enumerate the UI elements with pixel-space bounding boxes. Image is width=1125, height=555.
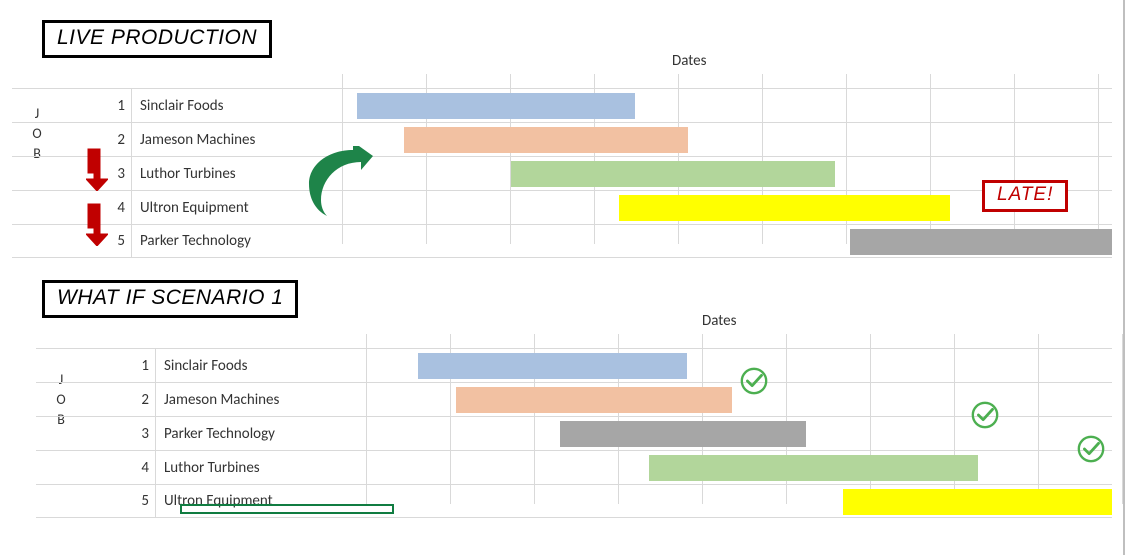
gantt-row: 3Parker Technology [36, 416, 1112, 450]
gantt-bar [404, 127, 689, 153]
axis-label-dates: Dates [672, 52, 706, 70]
section-live: LIVE PRODUCTION Dates J O B 1Sinclair Fo… [12, 20, 1112, 250]
late-badge: LATE! [982, 180, 1068, 212]
gantt-row: 2Jameson Machines [36, 382, 1112, 416]
green-curve-arrow-icon [307, 140, 373, 222]
row-number: 5 [104, 225, 132, 257]
chart-live: Dates J O B 1Sinclair Foods2Jameson Mach… [12, 52, 1112, 248]
cell-selection [180, 504, 394, 514]
bar-track [366, 485, 1112, 517]
gantt-bar [357, 93, 634, 119]
axis-label-dates: Dates [702, 312, 736, 330]
row-label: Sinclair Foods [156, 349, 366, 382]
red-down-arrow-icon [86, 202, 108, 246]
section-whatif: WHAT IF SCENARIO 1 Dates J O B 1Sinclair… [12, 280, 1112, 520]
gantt-row: 5Parker Technology [12, 224, 1112, 258]
gantt-row: 3Luthor Turbines [12, 156, 1112, 190]
gantt-bar [843, 489, 1112, 515]
gantt-row: 4Ultron Equipment [12, 190, 1112, 224]
bar-track [342, 225, 1112, 257]
row-number: 3 [104, 157, 132, 190]
gantt-bar [418, 353, 687, 379]
row-label: Parker Technology [156, 417, 366, 450]
bar-track [342, 123, 1112, 156]
row-label: Sinclair Foods [132, 89, 342, 122]
checkmark-icon [1076, 434, 1106, 464]
row-number: 4 [104, 191, 132, 224]
gantt-bar [456, 387, 732, 413]
checkmark-icon [739, 366, 769, 396]
gantt-bar [649, 455, 977, 481]
row-number: 5 [128, 485, 156, 517]
section-title-live: LIVE PRODUCTION [42, 20, 272, 58]
gantt-bar [511, 161, 834, 187]
gantt-row: 1Sinclair Foods [12, 88, 1112, 122]
gantt-bar [850, 229, 1112, 255]
row-number: 1 [128, 349, 156, 382]
gantt-row: 4Luthor Turbines [36, 450, 1112, 484]
gantt-row: 2Jameson Machines [12, 122, 1112, 156]
page: LIVE PRODUCTION Dates J O B 1Sinclair Fo… [12, 20, 1112, 540]
red-down-arrow-icon [86, 147, 108, 191]
row-number: 3 [128, 417, 156, 450]
gantt-row: 1Sinclair Foods [36, 348, 1112, 382]
row-number: 1 [104, 89, 132, 122]
chart-whatif: Dates J O B 1Sinclair Foods2Jameson Mach… [12, 312, 1112, 512]
gantt-rows-whatif: 1Sinclair Foods2Jameson Machines3Parker … [36, 348, 1112, 518]
row-label: Jameson Machines [156, 383, 366, 416]
section-title-whatif: WHAT IF SCENARIO 1 [42, 280, 298, 318]
bar-track [366, 417, 1112, 450]
checkmark-icon [970, 400, 1000, 430]
gantt-bar [619, 195, 950, 221]
row-number: 4 [128, 451, 156, 484]
row-number: 2 [104, 123, 132, 156]
bar-track [342, 89, 1112, 122]
bar-track [366, 451, 1112, 484]
gantt-rows-live: 1Sinclair Foods2Jameson Machines3Luthor … [12, 88, 1112, 258]
row-label: Parker Technology [132, 225, 342, 257]
gantt-bar [560, 421, 806, 447]
row-number: 2 [128, 383, 156, 416]
row-label: Luthor Turbines [156, 451, 366, 484]
